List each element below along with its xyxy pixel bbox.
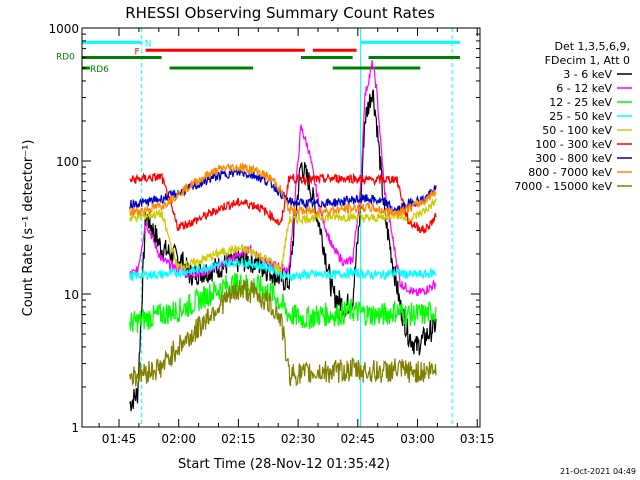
series-line-3: [129, 272, 437, 333]
x-tick-label-6: 03:00: [400, 432, 435, 446]
series-line-5: [129, 198, 437, 274]
series-line-4: [129, 257, 437, 282]
y-tick-label-2: 10: [64, 288, 79, 302]
legend-header-line-2: FDecim 1, Att 0: [545, 54, 630, 67]
y-axis-label: Count Rate (s⁻¹ detector⁻¹): [21, 140, 36, 317]
x-tick-label-4: 02:30: [281, 432, 316, 446]
state-bar-label-rd6: RD6: [90, 65, 109, 75]
legend-label-9: 7000 - 15000 keV: [514, 180, 612, 193]
x-tick-label-2: 02:00: [161, 432, 196, 446]
series-line-6: [129, 172, 437, 234]
y-tick-label-3: 100: [56, 155, 79, 169]
series-line-8: [129, 162, 437, 218]
x-axis-label: Start Time (28-Nov-12 01:35:42): [178, 457, 390, 472]
axes: 01:45 02:00 02:15 02:30 02:45 03:00 03:15 1 10 10…: [48, 22, 494, 446]
legend-label-6: 100 - 300 keV: [535, 138, 612, 151]
x-tick-label-5: 02:45: [341, 432, 376, 446]
state-bar-label-n: N: [145, 39, 152, 49]
legend-label-4: 25 - 50 keV: [549, 110, 612, 123]
y-tick-label-4: 1000: [48, 22, 79, 36]
x-tick-label-1: 01:45: [102, 432, 137, 446]
legend-label-5: 50 - 100 keV: [542, 124, 612, 137]
state-bar-label-rd0: RD0: [56, 53, 75, 63]
plot-frame: [81, 27, 481, 428]
legend-header-line-1: Det 1,3,5,6,9,: [554, 40, 630, 53]
legend-label-7: 300 - 800 keV: [535, 152, 612, 165]
chart-title: RHESSI Observing Summary Count Rates: [125, 4, 435, 22]
state-bar-label-f: F: [135, 47, 140, 57]
x-tick-label-7: 03:15: [460, 432, 495, 446]
y-tick-label-1: 1: [71, 421, 79, 435]
x-tick-label-3: 02:15: [221, 432, 256, 446]
series-line-9: [129, 279, 437, 387]
timestamp-footer: 21-Oct-2021 04:49: [560, 467, 636, 476]
legend-label-3: 12 - 25 keV: [549, 96, 612, 109]
legend-label-2: 6 - 12 keV: [556, 82, 612, 95]
legend-label-8: 800 - 7000 keV: [528, 166, 612, 179]
legend-label-1: 3 - 6 keV: [563, 68, 612, 81]
plot-area: NF RD6: [82, 28, 461, 427]
